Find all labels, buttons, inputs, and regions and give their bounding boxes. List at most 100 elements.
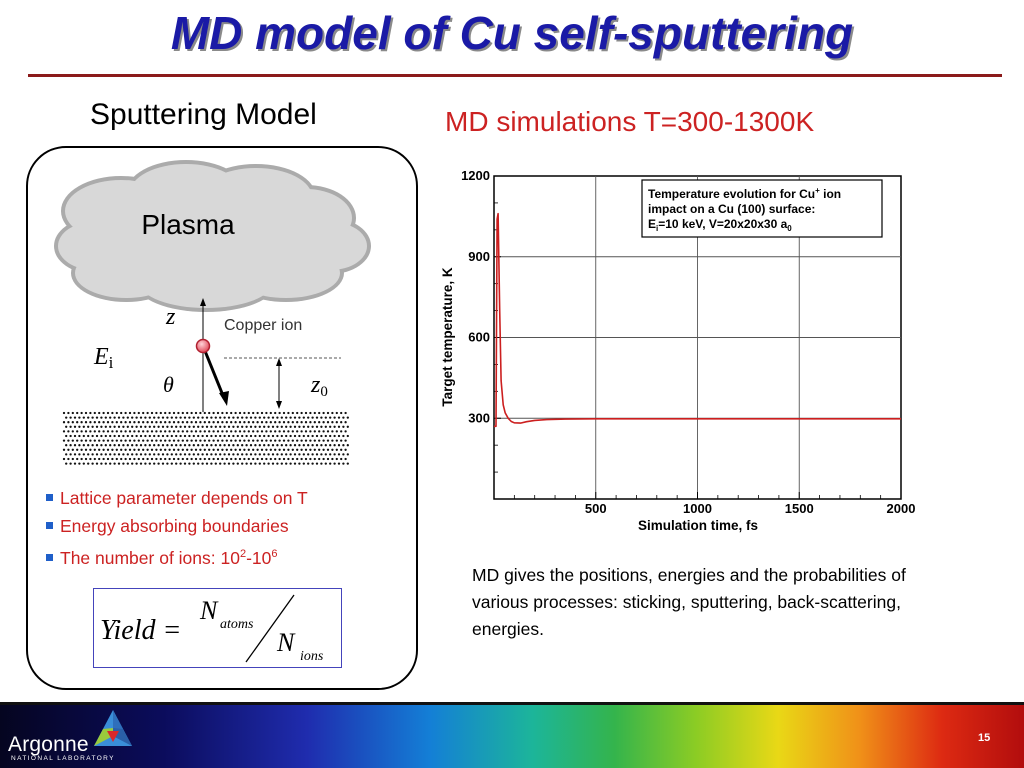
lattice-atom — [104, 416, 107, 419]
lattice-atom — [89, 430, 92, 433]
lattice-atom — [177, 421, 180, 424]
lattice-atom — [280, 425, 283, 428]
lattice-atom — [87, 416, 90, 419]
lattice-atom — [309, 439, 312, 442]
lattice-atom — [274, 439, 277, 442]
lattice-atom — [252, 448, 255, 451]
lattice-atom — [133, 421, 136, 424]
lattice-atom — [346, 434, 349, 438]
lattice-atom — [285, 434, 288, 438]
svg-text:Ei: Ei — [93, 344, 114, 372]
lattice-atom — [65, 434, 68, 438]
lattice-atom — [144, 462, 147, 465]
lattice-atom — [120, 411, 123, 415]
lattice-atom — [175, 416, 178, 419]
lattice-atom — [194, 421, 198, 424]
lattice-atom — [139, 434, 143, 438]
bullet-square-icon — [46, 521, 53, 529]
lattice-atom — [80, 421, 83, 424]
lattice-atom — [278, 457, 281, 461]
lattice-atom — [285, 416, 288, 419]
lattice-atom — [93, 430, 96, 433]
lattice-atom — [117, 462, 121, 465]
lattice-atom — [203, 430, 206, 433]
z0-subscript: 0 — [320, 384, 328, 400]
lattice-atom — [137, 430, 140, 433]
lattice-atom — [148, 416, 151, 419]
lattice-atom — [157, 444, 160, 447]
bullet-lattice-parameter: Lattice parameter depends on T — [46, 486, 308, 514]
lattice-atom — [98, 411, 101, 415]
lattice-atom — [243, 448, 246, 451]
lattice-atom — [148, 453, 151, 456]
lattice-atom — [98, 430, 101, 433]
lattice-atom — [159, 430, 162, 433]
lattice-atom — [260, 439, 264, 442]
lattice-atom — [254, 416, 257, 419]
lattice-atom — [238, 457, 242, 461]
lattice-atom — [245, 425, 248, 428]
lattice-atom — [190, 457, 193, 461]
lattice-atom — [135, 425, 138, 428]
lattice-atom — [80, 457, 83, 461]
lattice-atom — [93, 411, 96, 415]
lattice-atom — [170, 434, 173, 438]
lattice-atom — [199, 421, 202, 424]
y-tick-label: 1200 — [461, 168, 490, 183]
lattice-atom — [82, 462, 85, 465]
lattice-atom — [307, 444, 310, 447]
lattice-atom — [133, 430, 136, 433]
lattice-atom — [153, 434, 156, 438]
lattice-atom — [98, 421, 101, 424]
lattice-atom — [331, 430, 334, 433]
lattice-atom — [243, 421, 246, 424]
lattice-atom — [340, 421, 343, 424]
lattice-atom — [254, 425, 257, 428]
lattice-atom — [113, 444, 116, 447]
footer-gradient-bar — [0, 702, 1024, 768]
lattice-atom — [69, 462, 72, 465]
lattice-atom — [89, 448, 92, 451]
lattice-atom — [274, 411, 277, 415]
lattice-atom — [87, 434, 90, 438]
lattice-atom — [223, 453, 226, 456]
lattice-atom — [168, 448, 171, 451]
lattice-atom — [252, 411, 255, 415]
lattice-atom — [67, 457, 70, 461]
lattice-atom — [221, 448, 224, 451]
lattice-atom — [100, 444, 103, 447]
lattice-atom — [280, 434, 283, 438]
lattice-atom — [203, 457, 206, 461]
lattice-atom — [227, 416, 231, 419]
lattice-atom — [236, 462, 239, 465]
lattice-atom — [208, 421, 211, 424]
lattice-atom — [161, 462, 165, 465]
lattice-atom — [80, 411, 83, 415]
lattice-atom — [230, 448, 233, 451]
lattice-atom — [159, 421, 162, 424]
lattice-atom — [346, 462, 349, 465]
lattice-atom — [285, 462, 288, 465]
lattice-atom — [342, 434, 345, 438]
lattice-atom — [296, 439, 299, 442]
lattice-atom — [65, 462, 68, 465]
lattice-atom — [120, 439, 123, 442]
lattice-atom — [190, 448, 193, 451]
lattice-atom — [307, 462, 310, 465]
lattice-atom — [148, 434, 151, 438]
lattice-atom — [109, 416, 112, 419]
lattice-atom — [221, 439, 224, 442]
lattice-atom — [214, 434, 217, 438]
lattice-atom — [157, 434, 160, 438]
lattice-atom — [276, 453, 279, 456]
lattice-atom — [252, 457, 255, 461]
lattice-atom — [78, 453, 81, 456]
lattice-atom — [71, 411, 74, 415]
lattice-atom — [188, 416, 191, 419]
lattice-atom — [194, 448, 198, 451]
lattice-atom — [93, 457, 96, 461]
lattice-atom — [142, 411, 145, 415]
lattice-atom — [223, 444, 226, 447]
lattice-atom — [238, 411, 242, 415]
lattice-atom — [194, 430, 198, 433]
